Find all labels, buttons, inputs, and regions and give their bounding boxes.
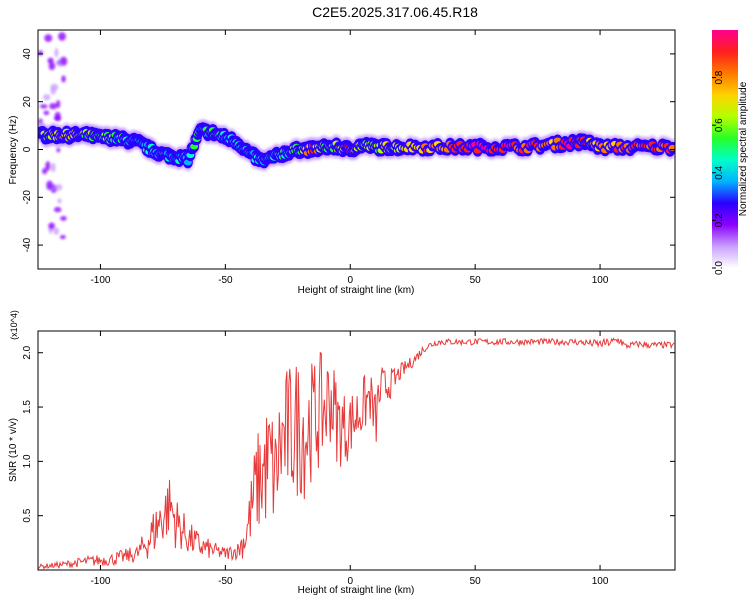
colorbar-gradient xyxy=(712,30,738,268)
x-tick-label: 100 xyxy=(592,576,609,587)
spectrogram-speckle xyxy=(48,62,56,71)
spectrogram-speckle xyxy=(56,147,61,153)
spectrogram-x-ticks: -100 -50 0 50 100 xyxy=(90,30,609,286)
x-tick-label: -50 xyxy=(218,576,233,587)
spectrogram-speckle xyxy=(42,168,48,175)
snr-panel: -100 -50 0 50 100 0.5 1.0 1.5 2.0 Height of str… xyxy=(8,310,676,596)
y-tick-label: -20 xyxy=(22,190,33,205)
spectrogram-speckle xyxy=(43,110,50,116)
spectrogram-speckle xyxy=(48,222,55,230)
snr-marks xyxy=(38,337,675,570)
snr-y-ticks: 0.5 1.0 1.5 2.0 xyxy=(22,345,675,523)
spectrogram-speckle xyxy=(55,184,63,191)
spectrogram-core xyxy=(38,122,675,169)
x-tick-label: 50 xyxy=(470,576,482,587)
colorbar-tick-label: 0.0 xyxy=(714,261,725,275)
spectrogram-speckle xyxy=(61,75,66,83)
snr-y-multiplier: (x10^4) xyxy=(9,310,19,340)
spectrogram-speckle xyxy=(45,161,51,171)
x-tick-label: 50 xyxy=(470,275,482,286)
colorbar-tick-label: 0.6 xyxy=(714,118,725,132)
y-tick-label: 40 xyxy=(22,48,33,60)
spectrogram-speckle xyxy=(50,162,56,173)
spectrogram-speckle xyxy=(54,111,61,122)
spectrogram-y-ticks: -40 -20 0 20 40 xyxy=(22,48,675,252)
spectrogram-speckle xyxy=(58,32,66,41)
spectrogram-speckle xyxy=(38,50,44,56)
snr-x-ticks: -100 -50 0 50 100 xyxy=(90,331,609,587)
x-tick-label: 0 xyxy=(347,576,353,587)
figure-title: C2E5.2025.317.06.45.R18 xyxy=(312,4,478,20)
y-tick-label: 0 xyxy=(22,146,33,152)
spectrogram-x-label: Height of straight line (km) xyxy=(298,285,415,296)
spectrogram-speckle xyxy=(53,206,62,213)
snr-series-line xyxy=(38,337,675,570)
colorbar-label: Normalized spectral amplitude xyxy=(738,81,749,216)
spectrogram-speckle xyxy=(59,56,68,66)
spectrogram-marks xyxy=(38,32,675,240)
spectrogram-speckle xyxy=(42,94,51,101)
spectrogram-speckle xyxy=(47,57,54,64)
y-tick-label: 1.5 xyxy=(22,400,33,414)
spectrogram-speckle xyxy=(59,235,66,240)
y-tick-label: 0.5 xyxy=(22,508,33,522)
colorbar-tick-label: 0.8 xyxy=(714,70,725,84)
spectrogram-speckle xyxy=(57,198,62,204)
colorbar: 0.0 0.2 0.4 0.6 0.8 Normalized spectral ampl… xyxy=(712,30,749,275)
spectrogram-speckle xyxy=(54,47,59,58)
spectrogram-speckle xyxy=(46,180,53,191)
snr-y-label: SNR (10 * v/v) xyxy=(8,418,19,482)
colorbar-tick-label: 0.4 xyxy=(714,165,725,179)
y-tick-label: 2.0 xyxy=(22,345,33,359)
x-tick-label: -50 xyxy=(218,275,233,286)
spectrogram-speckle xyxy=(53,227,60,235)
spectrogram-speckle xyxy=(49,102,57,110)
y-tick-label: -40 xyxy=(22,237,33,252)
spectrogram-y-label: Frequency (Hz) xyxy=(8,116,19,185)
x-tick-label: -100 xyxy=(90,275,110,286)
y-tick-label: 20 xyxy=(22,96,33,108)
spectrogram-speckle xyxy=(56,100,61,109)
y-tick-label: 1.0 xyxy=(22,454,33,468)
spectrogram-speckle xyxy=(44,34,53,43)
x-tick-label: 100 xyxy=(592,275,609,286)
colorbar-ticks: 0.0 0.2 0.4 0.6 0.8 xyxy=(712,70,725,275)
spectrogram-panel: -100 -50 0 50 100 -40 -20 0 20 40 Height of stra… xyxy=(8,29,676,296)
snr-x-label: Height of straight line (km) xyxy=(298,585,415,596)
x-tick-label: 0 xyxy=(347,275,353,286)
colorbar-tick-label: 0.2 xyxy=(714,213,725,227)
spectrogram-speckle xyxy=(50,86,56,95)
spectrogram-speckle xyxy=(60,216,67,221)
spectrogram-speckle xyxy=(39,104,48,109)
x-tick-label: -100 xyxy=(90,576,110,587)
snr-frame xyxy=(37,330,676,571)
